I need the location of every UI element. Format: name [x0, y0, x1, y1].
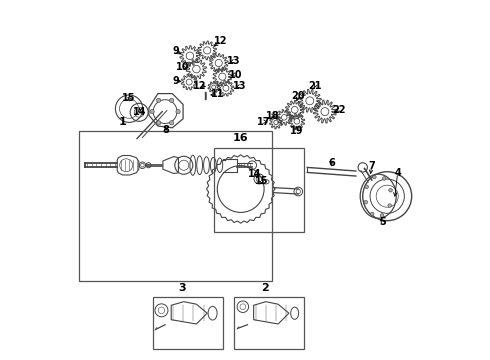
Text: 10: 10 [228, 69, 242, 80]
Text: 6: 6 [328, 158, 335, 168]
Circle shape [170, 121, 174, 125]
Text: 20: 20 [292, 91, 305, 102]
Bar [153, 297, 223, 349]
Text: 18: 18 [266, 111, 279, 121]
Circle shape [370, 212, 374, 216]
Circle shape [176, 109, 180, 114]
Text: 15: 15 [122, 93, 135, 103]
Circle shape [383, 177, 386, 180]
Circle shape [156, 98, 161, 103]
Circle shape [156, 121, 161, 125]
Text: 9: 9 [172, 76, 179, 86]
Text: 19: 19 [290, 126, 303, 136]
Text: 12: 12 [193, 81, 206, 91]
Text: 2: 2 [261, 283, 269, 293]
Text: 13: 13 [232, 81, 246, 91]
Text: 3: 3 [178, 283, 186, 293]
Text: 8: 8 [162, 125, 169, 135]
Text: 10: 10 [175, 62, 189, 72]
Circle shape [170, 98, 174, 103]
Bar [215, 148, 304, 232]
Text: 15: 15 [254, 176, 268, 186]
Text: 14: 14 [133, 107, 147, 117]
Text: 12: 12 [214, 36, 227, 46]
Text: 22: 22 [333, 105, 346, 115]
Circle shape [388, 204, 392, 207]
Text: 4: 4 [394, 168, 401, 178]
Circle shape [365, 185, 368, 189]
Text: 14: 14 [248, 168, 262, 179]
Circle shape [150, 109, 154, 114]
Circle shape [389, 189, 392, 192]
Text: 9: 9 [172, 46, 179, 56]
Text: 1: 1 [119, 117, 126, 127]
Bar [234, 297, 304, 349]
Text: 5: 5 [379, 217, 386, 227]
Circle shape [372, 175, 376, 179]
Text: 11: 11 [211, 89, 225, 99]
Text: 16: 16 [233, 133, 248, 143]
Circle shape [380, 213, 384, 217]
Bar [79, 131, 272, 281]
Text: 7: 7 [368, 161, 375, 171]
Text: 21: 21 [308, 81, 322, 91]
Text: 13: 13 [227, 56, 240, 66]
Circle shape [364, 200, 368, 204]
Text: 17: 17 [257, 117, 271, 127]
